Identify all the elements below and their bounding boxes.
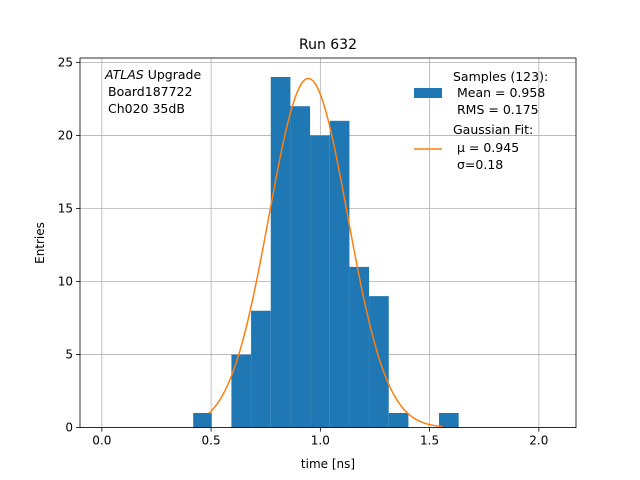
histogram-bar xyxy=(329,120,350,428)
annotation-rest: Upgrade xyxy=(148,67,202,82)
legend-histogram-swatch xyxy=(414,88,442,98)
histogram-bar xyxy=(388,412,409,428)
histogram-bar xyxy=(251,310,271,428)
legend-mu: μ = 0.945 xyxy=(457,140,519,155)
x-tick-label: 1.0 xyxy=(311,434,330,448)
annotation-line-2: Board187722 xyxy=(108,84,192,99)
y-tick-label: 20 xyxy=(58,128,73,142)
histogram-bars xyxy=(193,76,459,428)
histogram-bar xyxy=(290,106,311,428)
y-axis-ticks: 0 5 10 15 20 25 xyxy=(58,55,80,435)
histogram-bar xyxy=(369,296,389,428)
legend-histogram-label: Samples (123): xyxy=(453,69,548,84)
histogram-bar xyxy=(193,412,212,428)
legend-sigma: σ=0.18 xyxy=(457,157,503,172)
x-axis-label: time [ns] xyxy=(301,457,355,471)
histogram-bar xyxy=(349,266,370,428)
histogram-bar xyxy=(310,135,330,428)
x-tick-label: 2.0 xyxy=(529,434,548,448)
y-tick-label: 15 xyxy=(58,201,73,215)
gaussian-fit-curve xyxy=(208,77,443,428)
legend-mean: Mean = 0.958 xyxy=(457,85,545,100)
x-axis-ticks: 0.0 0.5 1.0 1.5 2.0 xyxy=(92,427,548,448)
annotation-box: ATLAS Upgrade Board187722 Ch020 35dB xyxy=(104,67,201,116)
annotation-line-3: Ch020 35dB xyxy=(108,101,185,116)
y-axis-label: Entries xyxy=(33,222,47,264)
x-tick-label: 0.5 xyxy=(202,434,221,448)
x-tick-label: 1.5 xyxy=(420,434,439,448)
histogram-bar xyxy=(231,354,252,428)
y-tick-label: 0 xyxy=(65,421,73,435)
y-tick-label: 5 xyxy=(65,348,73,362)
histogram-bar xyxy=(270,76,291,428)
histogram-bar xyxy=(438,412,459,428)
y-tick-label: 10 xyxy=(58,275,73,289)
legend-rms: RMS = 0.175 xyxy=(457,102,539,117)
chart-title: Run 632 xyxy=(299,37,357,53)
annotation-italic: ATLAS xyxy=(104,67,144,82)
plot-frame xyxy=(79,57,577,429)
y-tick-label: 25 xyxy=(58,55,73,69)
legend: Samples (123): Mean = 0.958 RMS = 0.175 … xyxy=(414,69,548,172)
x-tick-label: 0.0 xyxy=(92,434,111,448)
legend-fit-label: Gaussian Fit: xyxy=(453,122,533,137)
annotation-line-1: ATLAS Upgrade xyxy=(104,67,201,82)
